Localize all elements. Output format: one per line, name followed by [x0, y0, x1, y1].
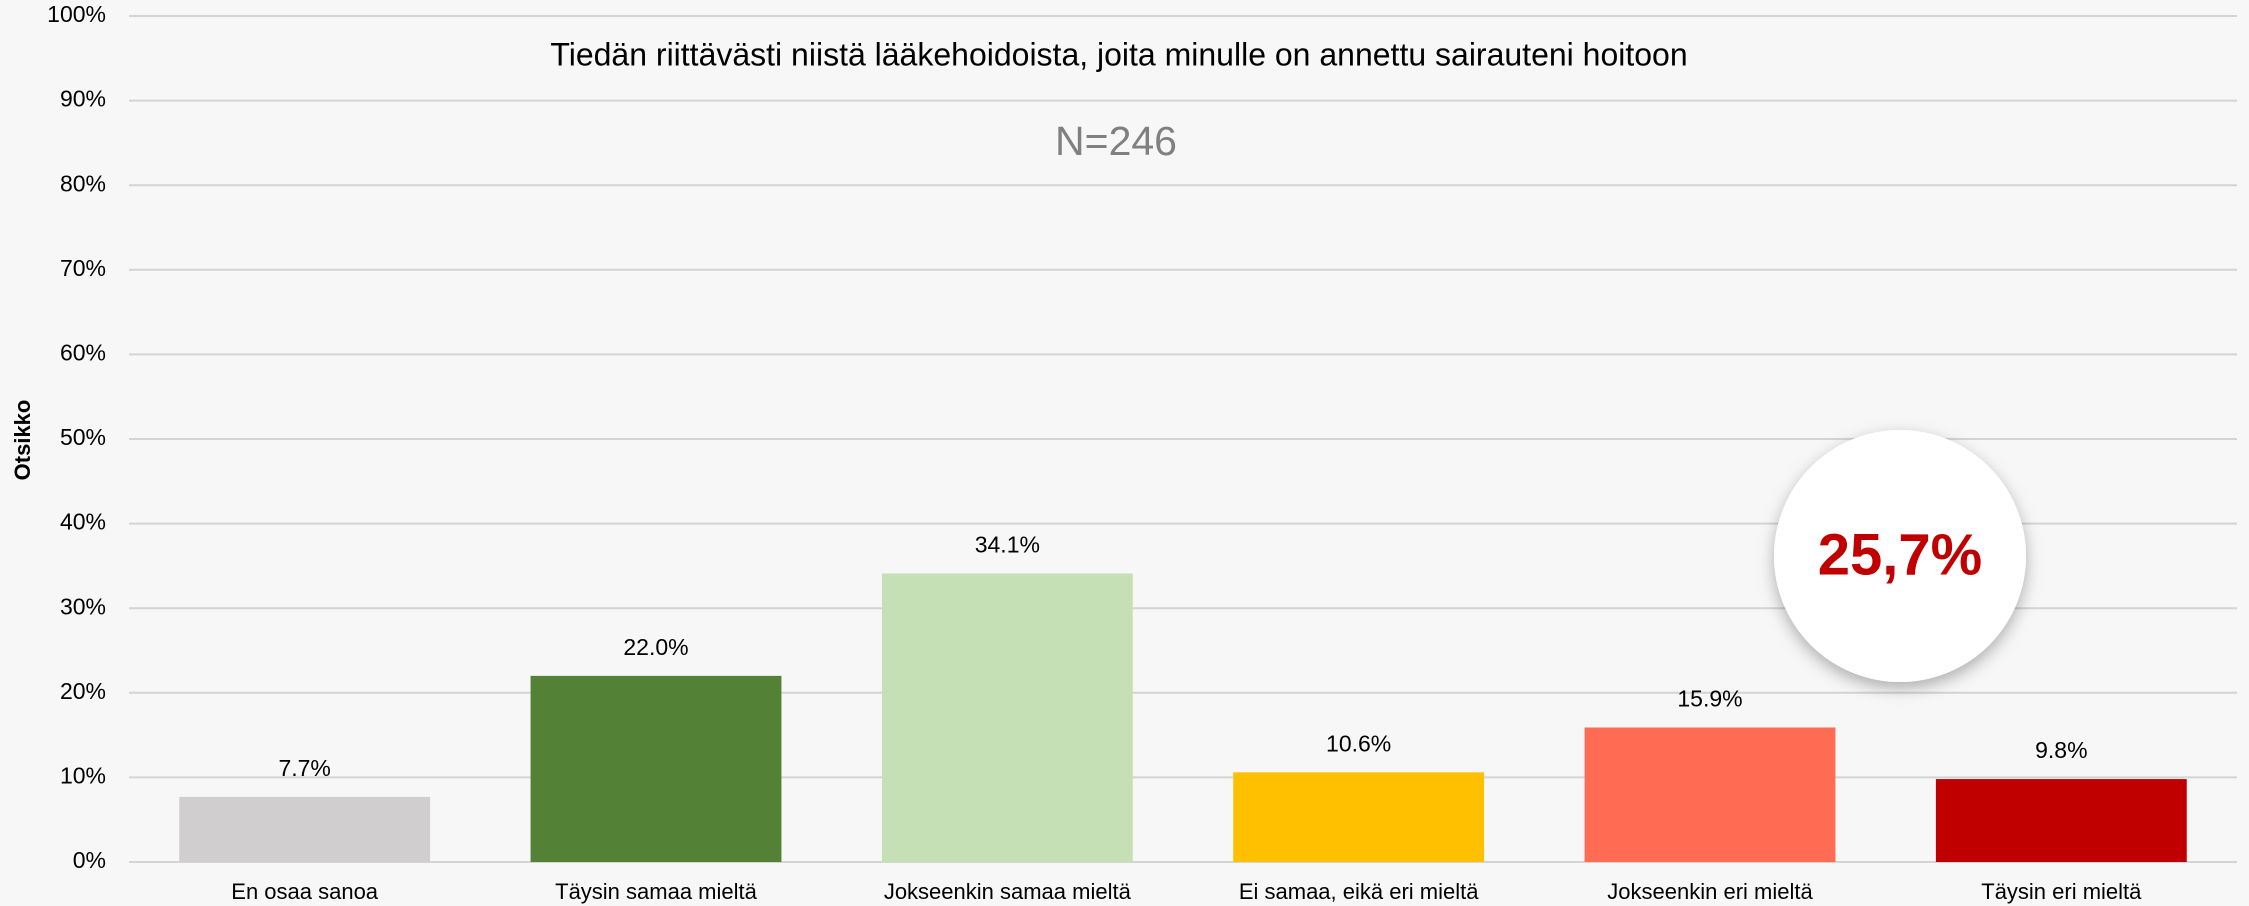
value-label: 10.6% [1326, 730, 1391, 756]
y-tick-label: 80% [60, 170, 106, 196]
bar [1935, 779, 2187, 862]
bar [1233, 772, 1485, 862]
annotation: 25,7% [1818, 522, 1982, 587]
x-tick-label: Ei samaa, eikä eri mieltä [1239, 879, 1479, 904]
y-tick-label: 50% [60, 424, 106, 450]
value-label: 7.7% [278, 755, 330, 781]
y-tick-label: 70% [60, 255, 106, 281]
y-tick-label: 0% [73, 847, 106, 873]
value-label: 34.1% [975, 532, 1040, 558]
x-tick-label: Jokseenkin samaa mieltä [884, 879, 1132, 904]
y-tick-label: 10% [60, 762, 106, 788]
bar [881, 573, 1133, 862]
y-axis-label: Otsikko [10, 400, 35, 481]
x-tick-label: En osaa sanoa [231, 879, 379, 904]
y-tick-label: 30% [60, 593, 106, 619]
x-tick-label: Täysin samaa mieltä [555, 879, 758, 904]
bar [1584, 727, 1836, 862]
value-label: 22.0% [623, 634, 688, 660]
bar [179, 796, 431, 862]
x-tick-label: Täysin eri mieltä [1981, 879, 2142, 904]
bar [530, 675, 782, 862]
value-label: 9.8% [2035, 737, 2087, 763]
annotation-circle [1774, 430, 2026, 682]
chart-title: Tiedän riittävästi niistä lääkehoidoista… [550, 36, 1687, 72]
value-label: 15.9% [1677, 686, 1742, 712]
chart-subtitle: N=246 [1055, 118, 1177, 164]
y-tick-label: 90% [60, 86, 106, 112]
y-tick-label: 20% [60, 678, 106, 704]
x-tick-label: Jokseenkin eri mieltä [1607, 879, 1813, 904]
y-tick-label: 40% [60, 509, 106, 535]
y-tick-label: 60% [60, 339, 106, 365]
y-tick-label: 100% [47, 1, 106, 27]
